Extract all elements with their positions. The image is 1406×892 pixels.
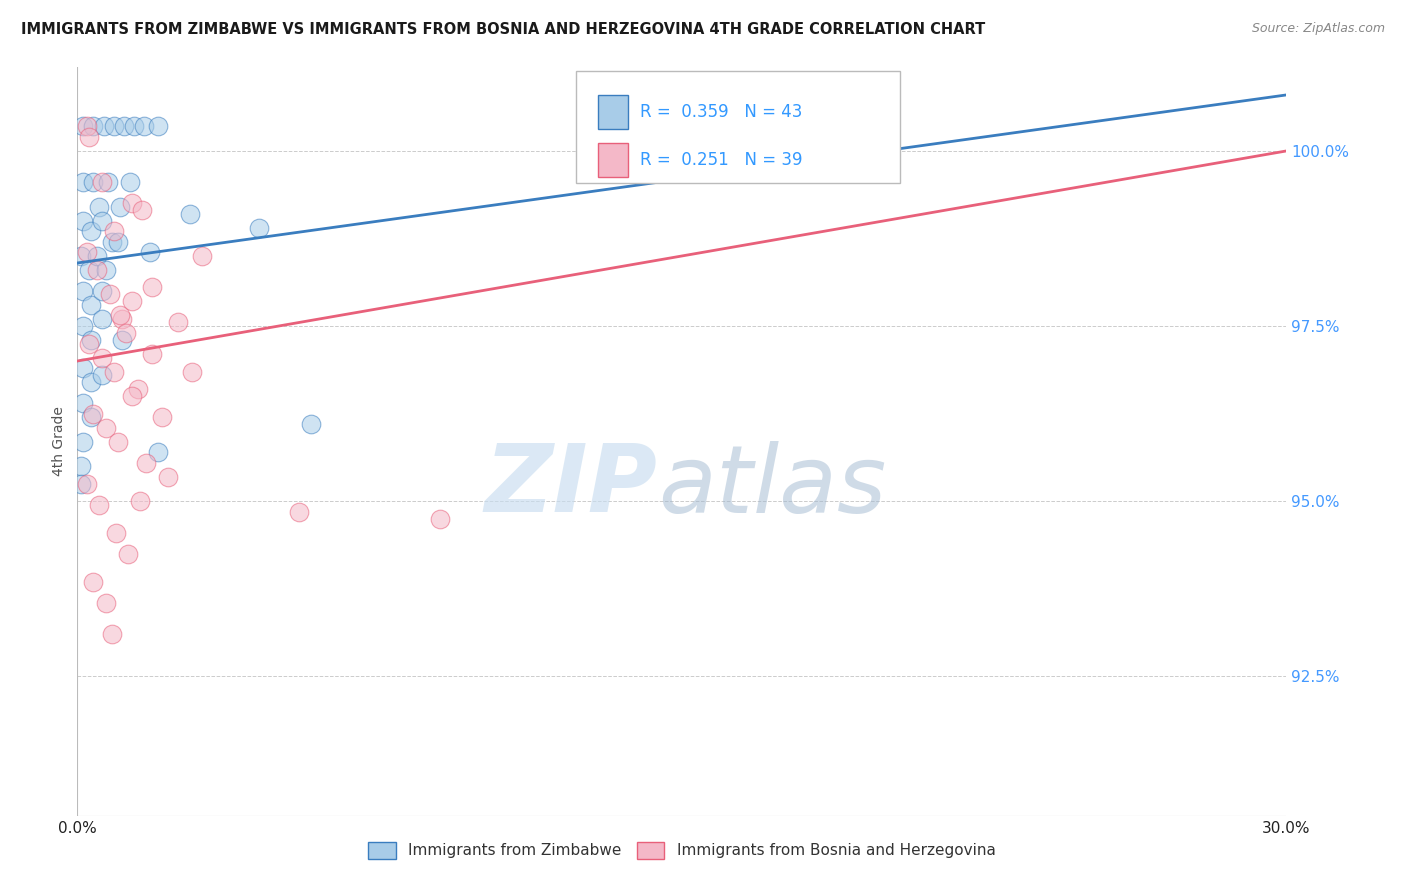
Text: IMMIGRANTS FROM ZIMBABWE VS IMMIGRANTS FROM BOSNIA AND HERZEGOVINA 4TH GRADE COR: IMMIGRANTS FROM ZIMBABWE VS IMMIGRANTS F… [21,22,986,37]
Point [117,547,139,561]
Point [132,120,155,134]
Point [114,326,136,340]
Point [108,200,131,214]
Point [90,368,112,382]
Point [127,382,149,396]
Point [191,249,214,263]
Point [89,200,111,214]
Point [103,364,125,378]
Point [72,318,94,333]
Point [121,389,143,403]
Point [100,627,122,641]
Point [112,120,135,134]
Point [80,224,103,238]
Point [90,312,112,326]
Point [107,235,129,249]
Point [139,245,162,260]
Point [70,249,93,263]
Point [103,224,125,238]
Point [122,120,145,134]
Point [94,263,117,277]
Point [94,420,117,434]
Point [135,456,157,470]
Point [288,505,311,519]
Point [70,458,93,473]
Point [111,333,134,347]
Point [179,207,201,221]
Point [82,574,104,589]
Point [103,120,125,134]
Point [299,417,322,431]
Text: ZIP: ZIP [485,441,658,533]
Legend: Immigrants from Zimbabwe, Immigrants from Bosnia and Herzegovina: Immigrants from Zimbabwe, Immigrants fro… [363,836,1001,864]
Y-axis label: 4th Grade: 4th Grade [52,407,66,476]
Point [96,176,118,190]
Point [108,309,131,323]
Point [72,214,94,228]
Point [429,511,451,525]
Point [90,351,112,365]
Point [86,263,108,277]
Point [80,410,103,425]
Point [80,333,103,347]
Point [72,120,94,134]
Point [86,249,108,263]
Point [79,263,101,277]
Point [82,407,104,421]
Point [90,284,112,298]
Point [76,120,98,134]
Point [79,130,101,145]
Point [104,525,127,540]
Point [94,596,117,610]
Point [80,375,103,389]
Text: Source: ZipAtlas.com: Source: ZipAtlas.com [1251,22,1385,36]
Point [72,361,94,376]
Point [247,221,270,235]
Point [131,203,153,218]
Point [82,120,104,134]
Point [146,445,169,459]
Point [89,498,111,512]
Point [98,287,121,301]
Point [72,434,94,449]
Text: R =  0.251   N = 39: R = 0.251 N = 39 [640,151,803,169]
Point [121,294,143,309]
Point [128,494,150,508]
Point [90,214,112,228]
Point [76,476,98,491]
Text: atlas: atlas [658,441,886,532]
Point [157,469,180,483]
Point [111,312,134,326]
Point [100,235,122,249]
Point [107,434,129,449]
Point [167,316,190,330]
Point [72,284,94,298]
Point [80,298,103,312]
Point [141,347,163,361]
Point [146,120,169,134]
Text: R =  0.359   N = 43: R = 0.359 N = 43 [640,103,801,120]
Point [118,176,141,190]
Point [82,176,104,190]
Point [79,336,101,351]
Point [121,196,143,211]
Point [141,280,163,294]
Point [72,396,94,410]
Point [93,120,115,134]
Point [70,476,93,491]
Point [150,410,173,425]
Point [72,176,94,190]
Point [76,245,98,260]
Point [181,364,204,378]
Point [90,176,112,190]
